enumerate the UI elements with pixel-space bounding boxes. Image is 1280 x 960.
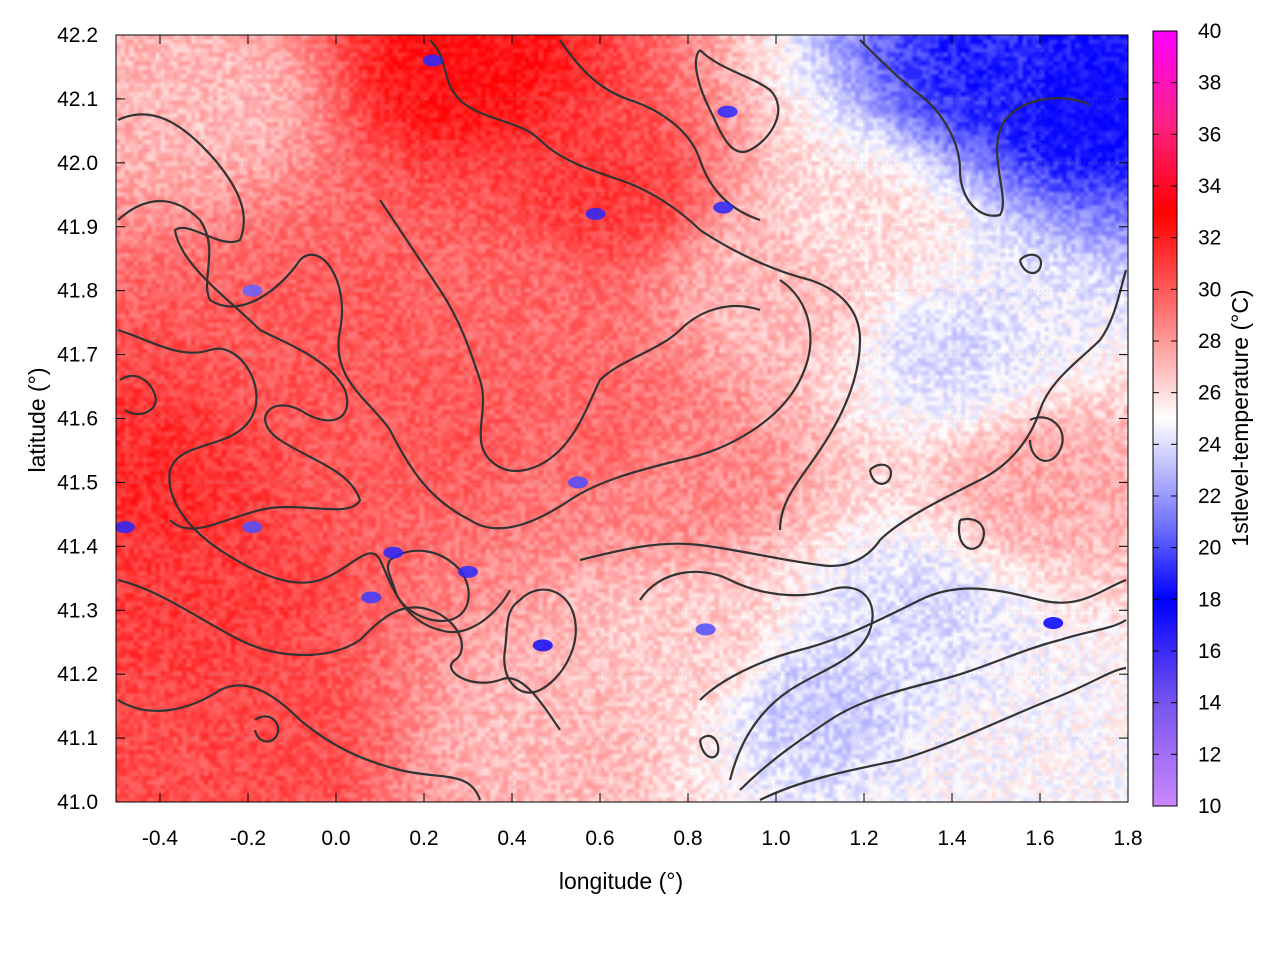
contour-line xyxy=(579,269,1128,568)
y-tick-label: 41.9 xyxy=(57,216,98,239)
cool-spot xyxy=(585,207,606,220)
x-tick-label: 1.6 xyxy=(1025,827,1054,850)
x-tick-label: 0.8 xyxy=(673,827,702,850)
contour-line xyxy=(253,715,280,743)
colorbar-tick-label: 14 xyxy=(1198,692,1222,715)
colorbar-tick-label: 34 xyxy=(1198,175,1222,198)
contour-line xyxy=(119,374,157,416)
cool-spot xyxy=(1043,617,1064,630)
colorbar-tick-label: 24 xyxy=(1198,433,1222,456)
cool-spot xyxy=(713,201,734,214)
contour-line xyxy=(957,517,985,550)
x-axis-ticks: -0.4 -0.2 0.0 0.2 0.4 0.6 0.8 1.0 1.2 1.4 1.6 1.8 xyxy=(142,35,1143,850)
colorbar-tick-label: 26 xyxy=(1198,382,1221,405)
y-tick-label: 42.0 xyxy=(57,152,98,175)
grid-lines xyxy=(116,35,1128,802)
cool-spot xyxy=(242,521,263,534)
x-axis-label: longitude (°) xyxy=(559,868,683,894)
colorbar-tick-label: 20 xyxy=(1198,537,1221,560)
contour-line xyxy=(739,619,1127,791)
x-tick-label: -0.4 xyxy=(142,827,179,850)
x-tick-label: 0.0 xyxy=(321,827,350,850)
contour-lines xyxy=(117,39,1128,801)
cool-spot xyxy=(532,639,553,652)
contour-line xyxy=(639,570,874,781)
contour-line xyxy=(386,549,470,623)
cool-spot xyxy=(383,546,404,559)
contour-line xyxy=(868,463,893,485)
cool-spot xyxy=(361,591,382,604)
colorbar-ticks: 10 12 14 16 18 20 22 24 26 28 30 32 34 36 38 40 xyxy=(1153,20,1222,818)
colorbar-tick-label: 16 xyxy=(1198,640,1221,663)
contour-line xyxy=(117,199,812,530)
contour-line xyxy=(117,578,561,731)
contour-line xyxy=(1018,253,1043,275)
contour-line xyxy=(699,578,1127,701)
contour-line xyxy=(379,199,761,472)
y-tick-label: 41.4 xyxy=(57,535,98,558)
y-tick-label: 41.3 xyxy=(57,599,98,622)
colorbar-frame xyxy=(1152,30,1178,807)
y-tick-label: 41.6 xyxy=(57,408,98,431)
colorbar-tick-label: 28 xyxy=(1198,330,1221,353)
cool-spot xyxy=(242,284,263,297)
contour-line xyxy=(559,39,761,222)
contour-line xyxy=(429,39,862,531)
cool-spot xyxy=(568,476,588,489)
colorbar-label: 1stlevel-temperature (°C) xyxy=(1227,289,1253,546)
colorbar-gradient xyxy=(1153,31,1177,806)
contour-line xyxy=(759,666,1127,801)
y-tick-label: 42.2 xyxy=(57,24,98,47)
cool-spot xyxy=(695,623,716,636)
cool-spot xyxy=(116,521,135,534)
y-tick-label: 41.0 xyxy=(57,791,98,814)
y-tick-label: 41.2 xyxy=(57,663,98,686)
colorbar-tick-label: 32 xyxy=(1198,227,1221,250)
y-axis-label: latitude (°) xyxy=(24,367,50,472)
y-tick-label: 41.8 xyxy=(57,280,98,303)
x-tick-label: -0.2 xyxy=(230,827,266,850)
y-axis-ticks: 41.0 41.1 41.2 41.3 41.4 41.5 41.6 41.7 41.8 41.9… xyxy=(57,24,1128,814)
colorbar-tick-label: 38 xyxy=(1198,72,1221,95)
colorbar-tick-label: 10 xyxy=(1198,795,1221,818)
contour-line xyxy=(859,39,1091,217)
x-tick-label: 1.8 xyxy=(1113,827,1142,850)
contour-line xyxy=(503,588,577,694)
x-tick-label: 0.6 xyxy=(585,827,614,850)
colorbar: 10 12 14 16 18 20 22 24 26 28 30 32 34 36 38 40 1stleve… xyxy=(1152,20,1253,818)
x-tick-label: 1.2 xyxy=(849,827,878,850)
x-tick-label: 0.4 xyxy=(497,827,527,850)
x-tick-label: 1.0 xyxy=(761,827,790,850)
y-tick-label: 41.5 xyxy=(57,471,98,494)
contour-line xyxy=(698,734,720,759)
colorbar-tick-label: 18 xyxy=(1198,588,1221,611)
contour-line xyxy=(117,684,482,801)
contour-line xyxy=(1028,416,1064,462)
x-tick-label: 1.4 xyxy=(937,827,967,850)
cool-spot xyxy=(902,67,923,80)
colorbar-tick-label: 40 xyxy=(1198,20,1221,43)
y-tick-label: 41.1 xyxy=(57,727,98,750)
cool-spots xyxy=(116,54,1064,652)
colorbar-tick-label: 22 xyxy=(1198,485,1221,508)
y-tick-label: 42.1 xyxy=(57,88,98,111)
cool-spot xyxy=(717,105,738,118)
colorbar-tick-label: 36 xyxy=(1198,123,1221,146)
heatmap-area xyxy=(116,35,1128,802)
colorbar-tick-label: 12 xyxy=(1198,743,1221,766)
cool-spot xyxy=(458,565,478,578)
cool-spot xyxy=(422,54,443,67)
x-tick-label: 0.2 xyxy=(409,827,438,850)
contour-line xyxy=(117,113,362,530)
y-tick-label: 41.7 xyxy=(57,344,98,367)
contour-line xyxy=(694,49,780,154)
colorbar-tick-label: 30 xyxy=(1198,278,1221,301)
